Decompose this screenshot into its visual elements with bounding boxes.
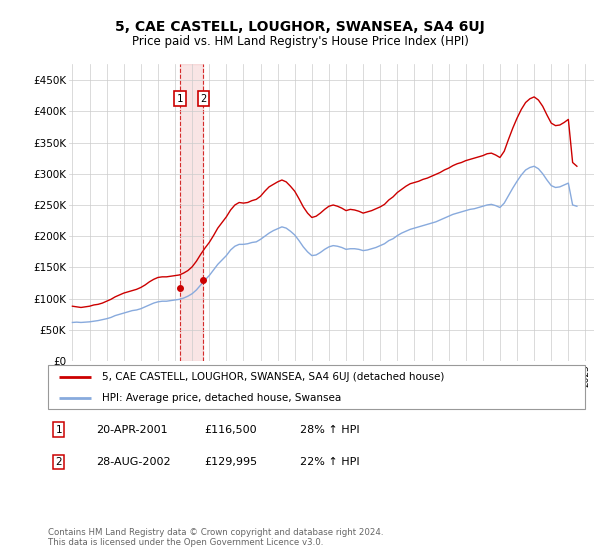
Text: 20-APR-2001: 20-APR-2001 — [96, 424, 167, 435]
Text: 22% ↑ HPI: 22% ↑ HPI — [300, 457, 359, 467]
Text: £129,995: £129,995 — [204, 457, 257, 467]
Text: 28-AUG-2002: 28-AUG-2002 — [96, 457, 170, 467]
Text: 2: 2 — [200, 94, 206, 104]
Text: 5, CAE CASTELL, LOUGHOR, SWANSEA, SA4 6UJ: 5, CAE CASTELL, LOUGHOR, SWANSEA, SA4 6U… — [115, 20, 485, 34]
Text: £116,500: £116,500 — [204, 424, 257, 435]
Text: 5, CAE CASTELL, LOUGHOR, SWANSEA, SA4 6UJ (detached house): 5, CAE CASTELL, LOUGHOR, SWANSEA, SA4 6U… — [102, 372, 444, 382]
Text: HPI: Average price, detached house, Swansea: HPI: Average price, detached house, Swan… — [102, 393, 341, 403]
Text: 1: 1 — [177, 94, 183, 104]
Text: 2: 2 — [55, 457, 62, 467]
Text: Contains HM Land Registry data © Crown copyright and database right 2024.
This d: Contains HM Land Registry data © Crown c… — [48, 528, 383, 548]
FancyBboxPatch shape — [48, 365, 585, 409]
Text: 28% ↑ HPI: 28% ↑ HPI — [300, 424, 359, 435]
Text: Price paid vs. HM Land Registry's House Price Index (HPI): Price paid vs. HM Land Registry's House … — [131, 35, 469, 48]
Bar — [180, 64, 203, 361]
Text: 1: 1 — [55, 424, 62, 435]
